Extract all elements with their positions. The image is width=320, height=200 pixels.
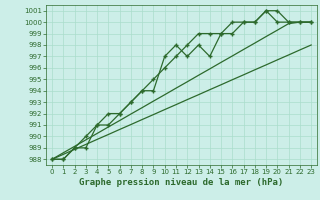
X-axis label: Graphe pression niveau de la mer (hPa): Graphe pression niveau de la mer (hPa) — [79, 178, 284, 187]
